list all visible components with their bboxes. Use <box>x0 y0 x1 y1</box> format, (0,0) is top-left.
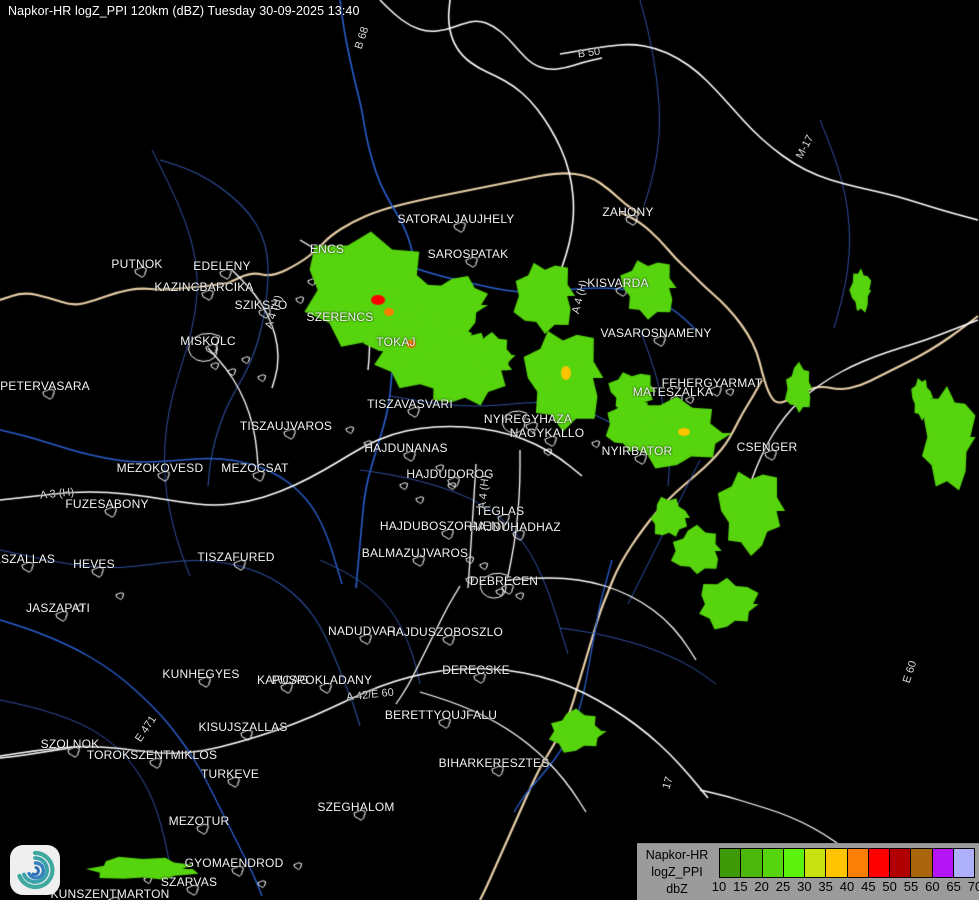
city-label: FUZESABONY <box>65 497 149 511</box>
city-label: VASAROSNAMENY <box>600 326 712 340</box>
legend-line-1: Napkor-HR <box>645 848 709 862</box>
legend-swatch-3 <box>783 849 805 877</box>
legend-tick-55: 55 <box>903 879 919 894</box>
city-label: TURKEVE <box>200 767 260 781</box>
color-scale-legend: Napkor-HR logZ_PPI dbZ 10 15 20 25 30 35 40 45 5… <box>637 843 979 900</box>
legend-swatch-0 <box>720 849 742 877</box>
legend-tick-labels: 10 15 20 25 30 35 40 45 50 55 60 65 70 <box>711 879 979 899</box>
legend-swatch-10 <box>932 849 954 877</box>
legend-tick-60: 60 <box>925 879 940 894</box>
city-label: MEZOKOVESD <box>116 461 204 475</box>
city-label: DERECSKE <box>442 663 510 677</box>
legend-tick-50: 50 <box>882 879 897 894</box>
city-label: EDELENY <box>193 259 251 273</box>
legend-tick-35: 35 <box>818 879 833 894</box>
legend-tick-65: 65 <box>946 879 961 894</box>
legend-swatch-7 <box>868 849 890 877</box>
city-label: GYOMAENDROD <box>184 856 284 870</box>
city-label: HEVES <box>73 557 115 571</box>
city-label: TISZAUJVAROS <box>239 419 333 433</box>
city-label: TISZAVASVARI <box>367 397 453 411</box>
city-label: KUNSZENTMARTON <box>50 887 170 900</box>
city-label: NADUDVAR <box>327 624 397 638</box>
city-label: SZARVAS <box>160 875 218 889</box>
city-label: SZOLNOK <box>40 737 100 751</box>
legend-line-3: dbZ <box>666 882 688 896</box>
city-label: SATORALJAUJHELY <box>397 212 515 226</box>
legend-tick-25: 25 <box>775 879 791 894</box>
city-label: BERETTYOUJFALU <box>384 708 498 722</box>
legend-swatch-2 <box>762 849 784 877</box>
city-label: MISKOLC <box>180 334 236 348</box>
city-label: JASZAPATI <box>25 601 91 615</box>
city-label: TISZAFURED <box>197 550 275 564</box>
legend-tick-40: 40 <box>839 879 855 894</box>
city-label: KARCAG <box>257 673 309 687</box>
city-label: FEHERGYARMAT <box>661 376 763 390</box>
legend-tick-15: 15 <box>733 879 748 894</box>
city-label: HAJDUHADHAZ <box>469 520 561 534</box>
city-label: PUTNOK <box>111 257 163 271</box>
city-label: PETERVASARA <box>0 379 90 393</box>
city-label: KAZINCBARCIKA <box>154 280 254 294</box>
legend-line-2: logZ_PPI <box>651 865 703 879</box>
city-label: KISVARDA <box>587 276 649 290</box>
city-label: MEZOTUR <box>168 814 230 828</box>
city-label: TOKAJ <box>376 335 416 349</box>
page-title: Napkor-HR logZ_PPI 120km (dBZ) Tuesday 3… <box>8 4 360 18</box>
legend-swatch-4 <box>805 849 827 877</box>
city-label: KISUJSZALLAS <box>198 720 288 734</box>
legend-swatch-9 <box>911 849 933 877</box>
city-label: SZIKSZO <box>234 298 288 312</box>
city-label: HAJDUBOSZORMENY <box>379 519 509 533</box>
city-label: ENCS <box>309 242 345 256</box>
legend-tick-45: 45 <box>861 879 876 894</box>
city-label: SAROSPATAK <box>427 247 509 261</box>
legend-color-bar <box>719 848 975 878</box>
legend-swatch-8 <box>890 849 912 877</box>
legend-tick-30: 30 <box>797 879 812 894</box>
city-label: CSENGER <box>736 440 798 454</box>
legend-swatch-6 <box>847 849 869 877</box>
city-label: NAGYKALLO <box>509 426 585 440</box>
legend-swatch-5 <box>826 849 848 877</box>
legend-tick-20: 20 <box>754 879 769 894</box>
city-label: SZERENCS <box>306 310 374 324</box>
city-label: NYIREGYHAZA <box>483 412 573 426</box>
city-label: BALMAZUJVAROS <box>361 546 469 560</box>
city-label: SZEGHALOM <box>317 800 395 814</box>
legend-swatch-1 <box>741 849 763 877</box>
city-label: ZAHONY <box>602 205 654 219</box>
city-label: PUSPOKLADANY <box>271 673 373 687</box>
legend-tick-10: 10 <box>711 879 727 894</box>
city-label: DEBRECEN <box>469 574 539 588</box>
city-label: HAJDUNANAS <box>364 441 448 455</box>
city-label: KSZALLAS <box>0 552 56 566</box>
legend-swatch-11 <box>953 849 974 877</box>
legend-tick-70: 70 <box>967 879 979 894</box>
city-label: BIHARKERESZTES <box>438 756 550 770</box>
legend-caption: Napkor-HR logZ_PPI dbZ <box>641 847 713 898</box>
city-label: TEGLAS <box>475 504 525 518</box>
city-label: HAJDUSZOBOSZLO <box>386 625 504 639</box>
city-label: MATESZALKA <box>632 385 714 399</box>
city-label: KUNHEGYES <box>162 667 240 681</box>
city-label: MEZOCSAT <box>221 461 289 475</box>
city-label: NYIRBATOR <box>601 444 673 458</box>
city-label: HAJDUDOROG <box>406 467 494 481</box>
spiral-logo <box>10 845 60 895</box>
city-label: TOROKSZENTMIKLOS <box>86 748 218 762</box>
